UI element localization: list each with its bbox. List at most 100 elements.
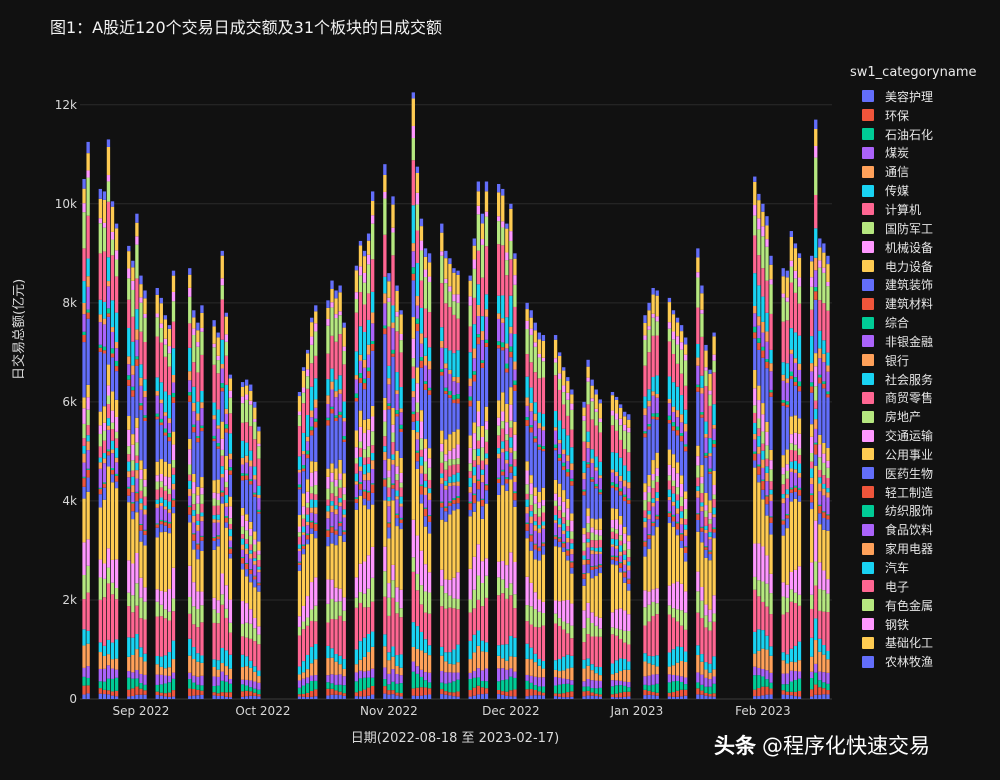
bar-segment xyxy=(557,373,562,379)
legend-item[interactable]: 石油石化 xyxy=(850,125,977,144)
bar-segment xyxy=(456,598,460,610)
bar-segment xyxy=(797,386,802,392)
bar-segment xyxy=(651,335,655,377)
bar-segment xyxy=(427,645,432,656)
bar-segment xyxy=(553,505,558,516)
bar-segment xyxy=(358,326,363,355)
bar-segment xyxy=(419,650,424,670)
legend-item[interactable]: 公用事业 xyxy=(850,445,977,464)
y-tick-label: 8k xyxy=(62,296,77,310)
bar-segment xyxy=(769,573,773,594)
bar-segment xyxy=(395,290,399,312)
bar-segment xyxy=(468,516,472,569)
legend-item[interactable]: 农林牧渔 xyxy=(850,652,977,671)
bar-segment xyxy=(127,429,131,447)
legend-item[interactable]: 综合 xyxy=(850,313,977,332)
bar-segment xyxy=(553,623,558,661)
legend-item[interactable]: 银行 xyxy=(850,351,977,370)
bar-segment xyxy=(684,546,688,548)
legend-item[interactable]: 环保 xyxy=(850,106,977,125)
bar-segment xyxy=(415,695,420,699)
bar-segment xyxy=(557,537,562,539)
legend-item[interactable]: 房地产 xyxy=(850,407,977,426)
bar-segment xyxy=(586,564,590,574)
legend-item[interactable]: 商贸零售 xyxy=(850,389,977,408)
bar-segment xyxy=(684,344,688,355)
legend-item[interactable]: 建筑装饰 xyxy=(850,275,977,294)
bar-segment xyxy=(188,438,192,450)
bar-segment xyxy=(497,345,501,349)
bar-segment xyxy=(257,446,261,459)
legend-item[interactable]: 交通运输 xyxy=(850,426,977,445)
bar-segment xyxy=(529,310,533,318)
legend-item[interactable]: 传媒 xyxy=(850,181,977,200)
bar-segment xyxy=(114,360,119,367)
bar-segment xyxy=(362,449,367,458)
bar-segment xyxy=(228,496,233,507)
legend-item[interactable]: 轻工制造 xyxy=(850,483,977,502)
bar-segment xyxy=(371,546,375,578)
bar-segment xyxy=(452,403,456,432)
legend-item[interactable]: 煤炭 xyxy=(850,144,977,163)
bar-segment xyxy=(188,480,192,489)
legend-item[interactable]: 建筑材料 xyxy=(850,294,977,313)
day-bar-2022-09-20 xyxy=(216,332,220,699)
legend-swatch xyxy=(862,184,874,197)
legend-item[interactable]: 电子 xyxy=(850,577,977,596)
bar-segment xyxy=(448,291,452,308)
bar-segment xyxy=(427,480,432,489)
bar-segment xyxy=(785,654,789,664)
bar-segment xyxy=(395,518,399,527)
bar-segment xyxy=(366,480,371,491)
bar-segment xyxy=(667,398,672,404)
bar-segment xyxy=(334,318,338,342)
legend-item[interactable]: 通信 xyxy=(850,162,977,181)
bar-segment xyxy=(358,691,363,697)
legend-label: 纺织服饰 xyxy=(885,504,934,519)
legend-item[interactable]: 医药生物 xyxy=(850,464,977,483)
bar-segment xyxy=(757,349,761,386)
bar-segment xyxy=(781,520,785,525)
legend-item[interactable]: 国防军工 xyxy=(850,219,977,238)
bar-segment xyxy=(456,472,460,482)
legend-item[interactable]: 有色金属 xyxy=(850,596,977,615)
bar-segment xyxy=(244,514,249,521)
bar-segment xyxy=(529,535,533,542)
bar-segment xyxy=(448,692,452,696)
legend-item[interactable]: 钢铁 xyxy=(850,615,977,634)
legend-item[interactable]: 美容护理 xyxy=(850,87,977,106)
legend-item[interactable]: 基础化工 xyxy=(850,633,977,652)
bar-segment xyxy=(529,541,533,551)
bar-segment xyxy=(354,463,359,474)
bar-segment xyxy=(366,319,371,345)
bar-segment xyxy=(684,535,688,547)
legend-item[interactable]: 机械设备 xyxy=(850,238,977,257)
bar-segment xyxy=(155,527,159,538)
legend-item[interactable]: 计算机 xyxy=(850,200,977,219)
bar-segment xyxy=(314,507,318,514)
bar-segment xyxy=(557,601,562,619)
bar-segment xyxy=(598,617,602,629)
bar-segment xyxy=(155,499,159,504)
bar-segment xyxy=(789,282,794,329)
bar-segment xyxy=(541,377,546,414)
bar-segment xyxy=(570,513,574,521)
legend-item[interactable]: 非银金融 xyxy=(850,332,977,351)
legend-item[interactable]: 纺织服饰 xyxy=(850,502,977,521)
bar-segment xyxy=(765,368,769,422)
day-bar-2022-08-30 xyxy=(131,260,135,699)
legend-item[interactable]: 电力设备 xyxy=(850,257,977,276)
bar-segment xyxy=(330,512,334,527)
bar-segment xyxy=(675,523,680,530)
bar-segment xyxy=(586,573,590,603)
legend-item[interactable]: 家用电器 xyxy=(850,539,977,558)
bar-segment xyxy=(810,453,814,462)
day-bar-2022-08-23 xyxy=(102,191,107,699)
bar-segment xyxy=(757,543,761,581)
bar-segment xyxy=(781,596,785,615)
legend-item[interactable]: 社会服务 xyxy=(850,370,977,389)
bar-segment xyxy=(598,547,602,552)
legend-item[interactable]: 食品饮料 xyxy=(850,520,977,539)
legend-item[interactable]: 汽车 xyxy=(850,558,977,577)
bar-segment xyxy=(257,689,261,695)
